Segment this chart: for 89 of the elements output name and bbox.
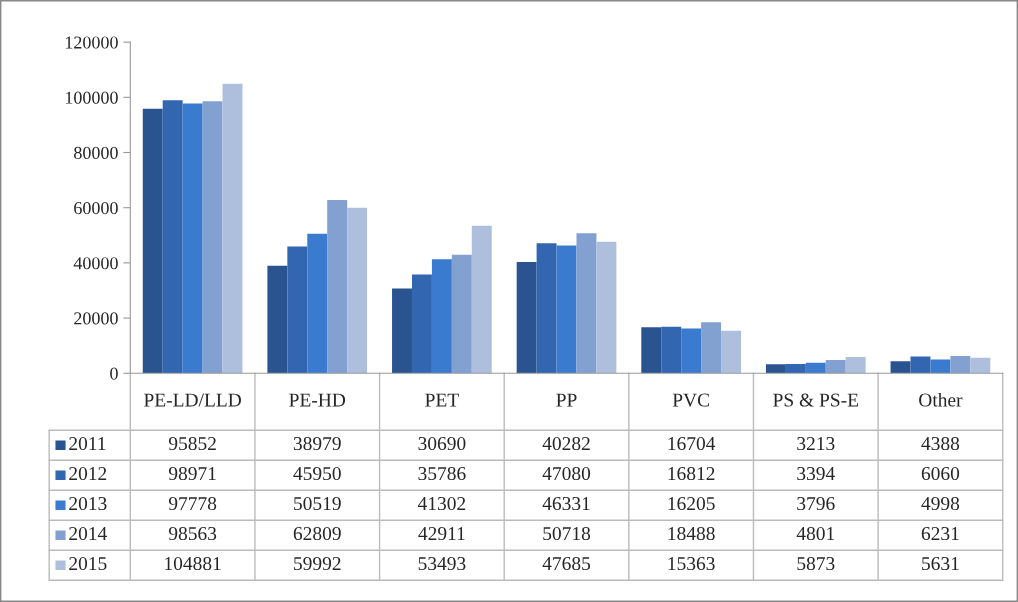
data-label: 35786 [418, 466, 466, 481]
bar [641, 327, 662, 374]
bar [162, 100, 183, 374]
data-label: 50718 [543, 526, 591, 541]
y-tick-label: 40000 [73, 257, 118, 270]
legend-label: 2014 [69, 526, 107, 541]
legend-label: 2013 [69, 496, 107, 511]
data-label: 6060 [921, 466, 960, 481]
x-tick-label: PP [556, 393, 577, 407]
legend-label: 2011 [69, 436, 106, 451]
bar [451, 254, 472, 374]
data-label: 16812 [668, 466, 715, 481]
bar [825, 359, 846, 374]
data-label: 5631 [922, 557, 959, 571]
bar [785, 363, 806, 374]
data-label: 3796 [797, 497, 835, 511]
data-label: 45950 [293, 466, 341, 481]
bar [182, 103, 203, 374]
data-label: 3213 [797, 437, 835, 451]
x-tick-label: PET [425, 393, 459, 407]
y-tick-label: 100000 [65, 91, 118, 104]
bar [307, 233, 328, 374]
x-tick-label: PE-HD [289, 393, 346, 407]
bar [267, 265, 288, 374]
y-tick-label: 60000 [74, 201, 118, 215]
data-label: 59992 [294, 557, 341, 571]
bar [950, 356, 971, 374]
bar [347, 207, 368, 374]
data-label: 38979 [293, 436, 341, 451]
data-label: 4998 [921, 496, 960, 511]
bar [142, 108, 163, 374]
bar [431, 259, 452, 374]
y-tick-label: 120000 [65, 36, 118, 49]
data-label: 18488 [668, 526, 715, 541]
bar [890, 361, 911, 374]
bar [202, 101, 223, 374]
data-label: 4388 [921, 436, 960, 451]
data-label: 50519 [294, 496, 341, 511]
legend-label: 2012 [69, 466, 107, 481]
bar [845, 357, 866, 374]
data-label: 47685 [542, 556, 591, 571]
x-tick-label: Other [919, 392, 963, 407]
bar [661, 326, 682, 374]
bar [287, 246, 308, 374]
data-label: 16704 [668, 436, 716, 451]
y-tick-label: 20000 [74, 312, 118, 325]
bar [471, 225, 492, 374]
bar [392, 288, 412, 374]
bar [576, 233, 597, 374]
data-label: 30690 [418, 436, 466, 451]
data-label: 42911 [418, 527, 465, 541]
data-label: 98971 [168, 466, 216, 481]
data-label: 16205 [668, 496, 715, 511]
x-tick-label: PVC [672, 393, 709, 407]
data-label: 95852 [168, 436, 216, 451]
bar [222, 83, 243, 374]
bar [970, 357, 991, 374]
data-label: 3394 [797, 467, 835, 481]
bar [681, 328, 702, 374]
data-label: 104881 [165, 556, 221, 571]
bar [910, 356, 931, 374]
x-tick-label: PS & PS-E [773, 393, 859, 407]
data-label: 41302 [417, 496, 466, 511]
bar [536, 243, 557, 374]
bar [930, 359, 951, 374]
bar [556, 245, 577, 374]
bar [721, 330, 741, 374]
data-label: 15363 [668, 557, 715, 571]
bar [516, 262, 537, 374]
legend-label: 2015 [69, 556, 107, 571]
data-label: 47080 [542, 466, 591, 481]
y-tick-label: 80000 [74, 146, 118, 159]
data-label: 53493 [418, 557, 466, 571]
x-tick-label: PE-LD/LLD [144, 393, 241, 407]
bar [411, 274, 432, 374]
data-label: 5873 [797, 556, 835, 571]
bar [805, 362, 826, 374]
data-label: 4801 [796, 526, 835, 541]
data-label: 98563 [168, 526, 217, 541]
data-label: 46331 [542, 497, 590, 511]
bar [701, 322, 722, 374]
data-label: 62809 [293, 526, 341, 541]
data-label: 40282 [542, 436, 590, 451]
data-label: 6231 [921, 527, 959, 541]
data-label: 97778 [168, 496, 217, 511]
y-tick-label: 0 [110, 367, 118, 380]
bar [596, 241, 617, 374]
bar [765, 364, 786, 374]
bar [327, 199, 348, 374]
